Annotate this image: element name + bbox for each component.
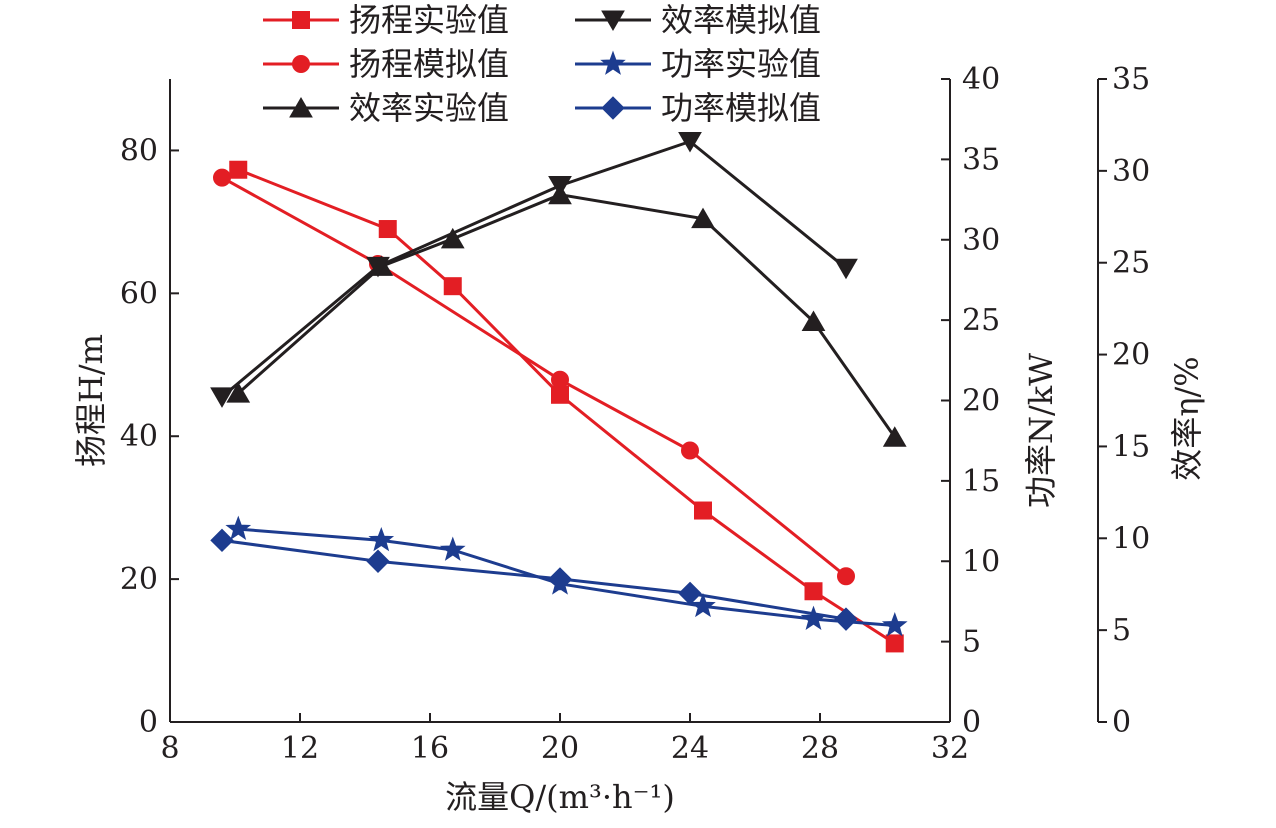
data-point — [225, 515, 252, 540]
series-4 — [210, 131, 858, 408]
series-2 — [213, 168, 855, 586]
legend-marker — [601, 96, 625, 120]
legend-label: 扬程实验值 — [349, 1, 509, 39]
data-point — [882, 426, 907, 447]
efficiency-tick-label: 25 — [1112, 246, 1150, 281]
data-point — [210, 387, 234, 408]
head-tick-label: 40 — [120, 419, 158, 454]
axes: 8 12 16 20 24 28 32020406080051015202530354005… — [72, 62, 1206, 816]
legend-item: 扬程实验值 — [263, 1, 509, 39]
head-axis-title: 扬程H/m — [72, 334, 110, 467]
power-tick-label: 15 — [962, 464, 1000, 499]
efficiency-tick-label: 30 — [1112, 154, 1150, 189]
data-point — [804, 582, 823, 601]
data-point — [226, 382, 251, 403]
legend-marker — [601, 10, 625, 31]
legend-marker — [600, 50, 626, 75]
efficiency-axis-title: 效率η/% — [1168, 356, 1206, 480]
head-tick-label: 20 — [120, 562, 158, 597]
series-6 — [210, 528, 858, 631]
power-tick-label: 10 — [962, 544, 1000, 579]
data-point — [548, 176, 572, 197]
efficiency-tick-label: 20 — [1112, 338, 1150, 373]
power-tick-label: 25 — [962, 303, 1000, 338]
data-point — [885, 634, 904, 653]
data-point — [834, 607, 858, 631]
series-line — [221, 176, 847, 578]
data-point — [681, 441, 699, 460]
head-tick-label: 80 — [120, 133, 158, 168]
head-tick-label: 0 — [139, 705, 158, 740]
data-point — [800, 605, 827, 630]
series-1 — [229, 160, 904, 653]
data-point — [694, 501, 712, 520]
data-point — [551, 370, 569, 389]
data-point — [691, 207, 715, 229]
legend-item: 扬程模拟值 — [263, 45, 509, 83]
data-point — [678, 581, 702, 606]
data-point — [443, 277, 462, 296]
data-point — [366, 549, 390, 573]
data-point — [548, 567, 572, 591]
x-tick-label: 16 — [411, 731, 449, 766]
legend-label: 功率模拟值 — [661, 89, 821, 127]
series-line — [221, 538, 847, 621]
data-point — [440, 227, 465, 249]
data-point — [439, 536, 466, 561]
x-tick-label: 28 — [801, 731, 839, 766]
data-point — [213, 168, 231, 187]
data-point — [378, 220, 397, 239]
efficiency-tick-label: 0 — [1112, 705, 1131, 740]
efficiency-tick-label: 5 — [1112, 613, 1131, 648]
data-point — [881, 612, 908, 637]
x-tick-label: 12 — [281, 731, 319, 766]
legend-label: 效率模拟值 — [661, 1, 821, 39]
data-point — [210, 528, 234, 553]
legend-item: 效率实验值 — [263, 89, 509, 127]
power-tick-label: 40 — [962, 62, 1000, 97]
data-point — [834, 258, 858, 280]
data-point — [837, 567, 855, 586]
legend-label: 效率实验值 — [349, 89, 509, 127]
series-line — [221, 139, 847, 398]
legend-label: 扬程模拟值 — [349, 45, 509, 83]
power-tick-label: 35 — [962, 142, 1000, 177]
legend-marker — [289, 97, 313, 118]
x-tick-label: 32 — [931, 731, 969, 766]
efficiency-tick-label: 10 — [1112, 521, 1150, 556]
legend-item: 功率实验值 — [575, 45, 821, 83]
efficiency-tick-label: 15 — [1112, 429, 1150, 464]
data-point — [551, 385, 569, 404]
data-point — [229, 160, 248, 179]
head-tick-label: 60 — [120, 276, 158, 311]
series-3 — [226, 183, 907, 447]
power-axis-title: 功率N/kW — [1022, 353, 1060, 508]
x-axis-title: 流量Q/(m³·h⁻¹) — [445, 778, 675, 816]
x-tick-label: 24 — [671, 731, 709, 766]
legend-marker — [292, 11, 310, 29]
data-point — [678, 131, 702, 153]
legend-item: 功率模拟值 — [575, 89, 821, 127]
data-point — [690, 592, 716, 618]
legend-marker — [292, 55, 310, 73]
series-layer — [210, 131, 908, 653]
power-tick-label: 0 — [962, 705, 981, 740]
power-tick-label: 20 — [962, 384, 1000, 419]
power-tick-label: 30 — [962, 223, 1000, 258]
data-point — [366, 256, 390, 278]
data-point — [368, 526, 395, 552]
data-point — [801, 310, 826, 332]
x-tick-label: 8 — [160, 731, 179, 766]
x-tick-label: 20 — [541, 731, 579, 766]
power-tick-label: 5 — [962, 625, 981, 660]
legend-item: 效率模拟值 — [575, 1, 821, 39]
efficiency-tick-label: 35 — [1112, 62, 1150, 97]
legend-label: 功率实验值 — [661, 45, 821, 83]
